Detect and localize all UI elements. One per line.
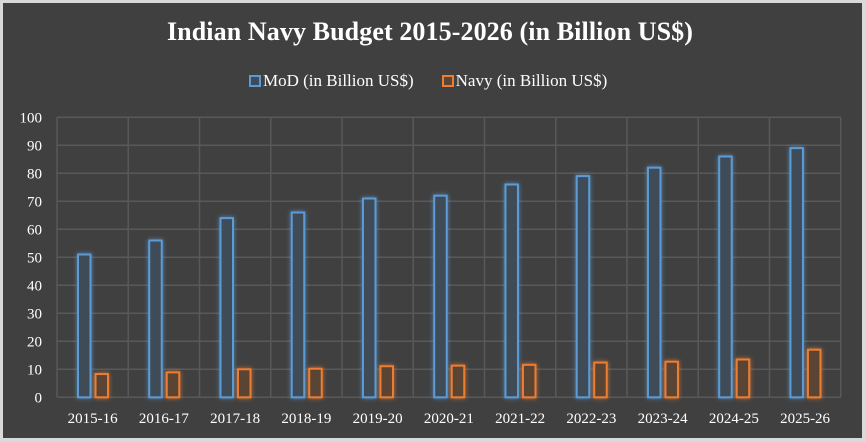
y-tick-label: 60 [27,222,42,238]
y-tick-label: 40 [27,278,42,294]
x-tick-label: 2015-16 [68,411,118,427]
bar-mod-2019-20[interactable] [361,197,377,399]
bar-navy-2019-20[interactable] [379,365,394,399]
bar-mod-2021-22[interactable] [504,183,519,399]
x-tick-label: 2016-17 [139,411,189,427]
bar-mod-2016-17[interactable] [148,239,163,399]
x-tick-label: 2024-25 [709,411,759,427]
bars [77,147,822,399]
legend-swatch-navy [441,75,454,87]
bar-mod-2017-18[interactable] [219,217,234,399]
y-tick-label: 100 [20,110,43,126]
x-tick-label: 2019-20 [353,411,403,427]
x-tick-label: 2020-21 [424,411,474,427]
y-tick-label: 50 [27,250,42,266]
bar-navy-2017-18[interactable] [236,368,252,399]
legend-swatch-mod [249,75,261,87]
y-axis-ticks: 0 10 20 30 40 50 60 70 80 90 100 [20,110,43,406]
bar-mod-2025-26[interactable] [789,147,804,399]
bar-navy-2020-21[interactable] [450,364,466,399]
y-tick-label: 30 [27,306,42,322]
legend-item-mod[interactable]: MoD (in Billion US$) [249,71,414,91]
bar-mod-2024-25[interactable] [718,155,733,399]
x-tick-label: 2025-26 [780,411,830,427]
legend: MoD (in Billion US$) Navy (in Billion US… [249,70,635,92]
bar-navy-2018-19[interactable] [308,367,323,399]
legend-item-navy[interactable]: Navy (in Billion US$) [441,71,608,91]
x-tick-label: 2021-22 [495,411,545,427]
bar-mod-2020-21[interactable] [433,194,448,399]
bar-mod-2022-23[interactable] [575,175,591,399]
bar-navy-2025-26[interactable] [806,348,822,399]
chart-title: Indian Navy Budget 2015-2026 (in Billion… [166,17,694,46]
x-tick-label: 2017-18 [210,411,260,427]
y-tick-label: 70 [27,194,42,210]
bar-navy-2022-23[interactable] [593,361,608,399]
x-tick-label: 2023-24 [638,411,688,427]
y-tick-label: 20 [27,334,42,350]
y-tick-label: 0 [35,390,43,406]
x-axis-ticks: 2015-16 2016-17 2017-18 2018-19 2019-20 2020-… [68,411,831,427]
bar-navy-2016-17[interactable] [165,371,181,399]
bar-navy-2024-25[interactable] [735,358,751,399]
legend-label-navy: Navy (in Billion US$) [455,71,608,90]
x-tick-label: 2018-19 [281,411,331,427]
bar-navy-2021-22[interactable] [521,363,537,399]
x-tick-label: 2022-23 [566,411,616,427]
gridlines [56,116,842,399]
y-tick-label: 10 [27,362,42,378]
y-tick-label: 80 [27,166,42,182]
bar-mod-2023-24[interactable] [646,166,662,399]
bar-mod-2018-19[interactable] [290,211,306,399]
bar-mod-2015-16[interactable] [77,253,92,399]
y-tick-label: 90 [27,138,42,154]
bar-navy-2015-16[interactable] [94,373,109,399]
legend-label-mod: MoD (in Billion US$) [263,71,414,90]
bar-navy-2023-24[interactable] [664,360,679,399]
